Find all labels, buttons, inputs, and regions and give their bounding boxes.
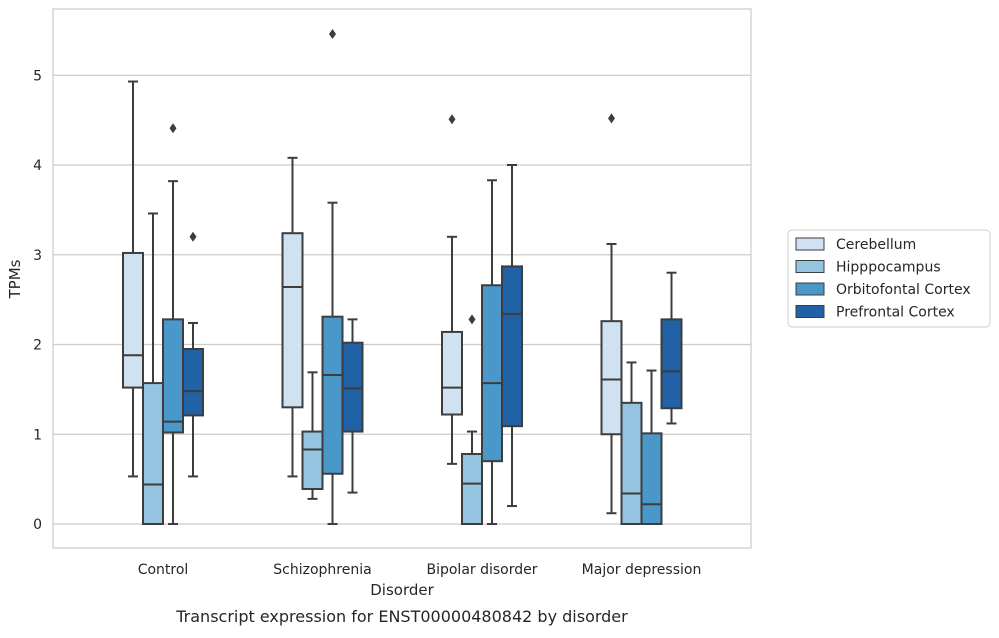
x-tick-label: Bipolar disorder	[426, 562, 537, 578]
legend-swatch	[795, 282, 825, 296]
y-tick-label: 0	[33, 517, 42, 533]
outlier-point	[448, 114, 456, 125]
legend-label: Cerebellum	[836, 237, 916, 253]
box	[600, 113, 623, 515]
box-iqr	[600, 320, 623, 436]
box-iqr	[501, 265, 523, 428]
y-tick-label: 1	[33, 427, 42, 443]
box	[660, 271, 683, 425]
x-tick-label: Control	[138, 562, 189, 578]
box	[341, 318, 364, 494]
box	[640, 369, 663, 526]
plot-frame	[52, 8, 752, 549]
outlier-point	[608, 113, 615, 124]
box-iqr	[301, 430, 324, 490]
box-iqr	[122, 251, 144, 389]
x-axis-label: Disorder	[370, 581, 434, 599]
box-iqr	[620, 401, 643, 525]
x-tick-label: Major depression	[582, 562, 702, 578]
box-layer	[122, 28, 683, 526]
box-iqr	[182, 347, 204, 417]
y-tick-label: 2	[33, 338, 42, 354]
box	[461, 314, 483, 525]
box-iqr	[162, 318, 184, 434]
outlier-point	[189, 231, 197, 242]
box-iqr	[481, 284, 503, 463]
box-iqr	[461, 452, 483, 525]
legend-swatch	[795, 260, 825, 273]
box	[122, 80, 144, 478]
box-iqr	[321, 315, 344, 475]
box	[501, 164, 523, 508]
box-iqr	[281, 232, 304, 409]
y-tick-label: 3	[33, 248, 42, 264]
box-iqr	[441, 330, 463, 416]
box	[281, 156, 304, 478]
y-tick-label: 4	[33, 158, 42, 174]
box-iqr	[660, 318, 683, 410]
x-tick-labels: Control Schizophrenia Bipolar disorder Majo…	[138, 562, 702, 578]
legend-label: Orbitofontal Cortex	[836, 282, 971, 298]
y-tick-label: 5	[33, 68, 42, 84]
x-tick-label: Schizophrenia	[273, 562, 371, 578]
y-axis-label: TPMs	[6, 259, 24, 299]
y-tick-labels: 0 1 2 3 4 5	[33, 68, 42, 533]
box-iqr	[640, 432, 663, 526]
box	[162, 123, 184, 525]
chart-title: Transcript expression for ENST0000048084…	[175, 607, 628, 626]
legend-label: Hipppocampus	[836, 260, 941, 276]
box-iqr	[341, 341, 364, 433]
box	[142, 212, 164, 525]
legend-swatch	[795, 305, 825, 318]
outlier-point	[329, 28, 336, 39]
outlier-point	[169, 123, 177, 134]
legend: Cerebellum Hipppocampus Orbitofontal Corte…	[787, 229, 991, 328]
outlier-point	[468, 314, 476, 325]
box-iqr	[142, 382, 164, 525]
legend-label: Prefrontal Cortex	[836, 305, 955, 321]
box	[441, 114, 463, 465]
box	[182, 231, 204, 478]
legend-swatch	[795, 237, 825, 251]
legend-frame	[787, 229, 991, 328]
